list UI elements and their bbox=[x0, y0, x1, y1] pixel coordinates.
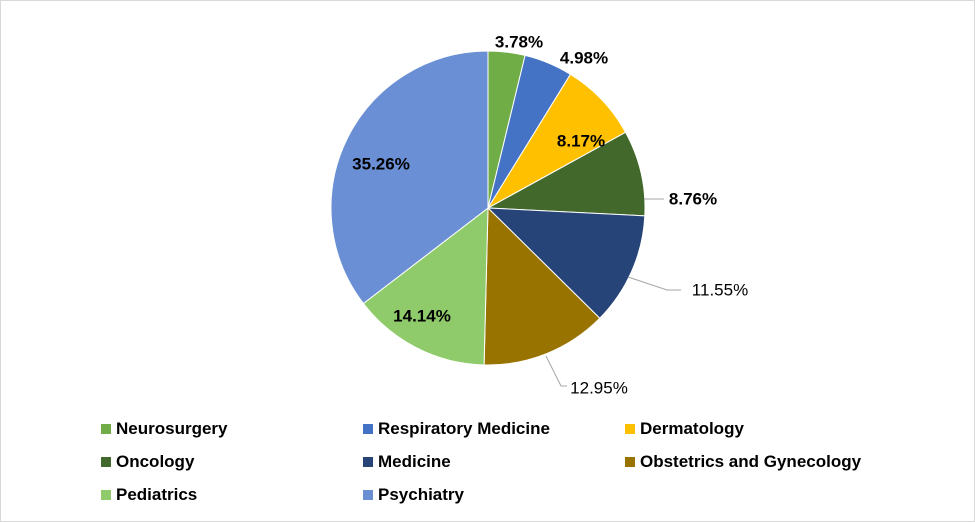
legend-swatch bbox=[625, 456, 635, 467]
legend-item: Medicine bbox=[363, 450, 625, 473]
legend: Neurosurgery Respiratory Medicine Dermatol… bbox=[101, 417, 961, 506]
data-label: 4.98% bbox=[560, 48, 608, 67]
pie-slice-medicine bbox=[486, 207, 646, 319]
data-label: 3.78% bbox=[495, 32, 543, 51]
legend-label: Obstetrics and Gynecology bbox=[640, 451, 862, 471]
legend-item: Dermatology bbox=[625, 417, 961, 440]
data-label: 12.95% bbox=[570, 378, 628, 397]
legend-swatch bbox=[363, 456, 373, 467]
legend-item: Respiratory Medicine bbox=[363, 417, 625, 440]
legend-label: Pediatrics bbox=[116, 484, 198, 504]
leader-line bbox=[627, 276, 681, 291]
legend-label: Neurosurgery bbox=[116, 418, 228, 438]
data-label: 8.17% bbox=[557, 131, 605, 150]
legend-swatch bbox=[101, 456, 111, 467]
data-label: 14.14% bbox=[393, 306, 451, 325]
legend-label: Oncology bbox=[116, 451, 195, 471]
pie-slice-pediatrics bbox=[362, 206, 489, 366]
data-label: 35.26% bbox=[352, 154, 410, 173]
legend-label: Dermatology bbox=[640, 418, 744, 438]
leader-line bbox=[545, 355, 567, 387]
legend-label: Medicine bbox=[378, 451, 451, 471]
legend-label: Psychiatry bbox=[378, 484, 464, 504]
pie-slice-obstetrics-and-gynecology bbox=[483, 206, 601, 366]
data-label: 8.76% bbox=[669, 189, 717, 208]
legend-item: Oncology bbox=[101, 450, 363, 473]
legend-item: Pediatrics bbox=[101, 483, 363, 506]
legend-label: Respiratory Medicine bbox=[378, 418, 550, 438]
legend-swatch bbox=[101, 423, 111, 434]
legend-swatch bbox=[101, 489, 111, 500]
legend-item: Neurosurgery bbox=[101, 417, 363, 440]
legend-swatch bbox=[625, 423, 635, 434]
legend-swatch bbox=[363, 489, 373, 500]
legend-item: Psychiatry bbox=[363, 483, 625, 506]
pie-slice-psychiatry bbox=[330, 50, 489, 305]
data-label: 11.55% bbox=[692, 280, 748, 299]
legend-swatch bbox=[363, 423, 373, 434]
legend-item: Obstetrics and Gynecology bbox=[625, 450, 961, 473]
pie-slice-oncology bbox=[486, 131, 646, 217]
